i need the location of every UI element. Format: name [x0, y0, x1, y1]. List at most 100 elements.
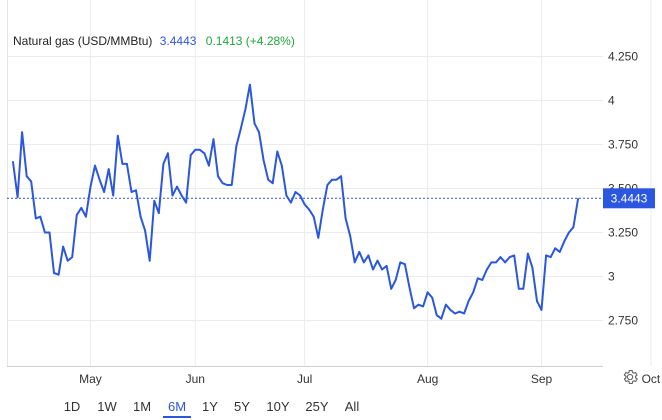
- range-button-1w[interactable]: 1W: [97, 399, 117, 414]
- data-point: [440, 317, 443, 320]
- gear-icon[interactable]: [621, 368, 639, 386]
- data-point: [171, 194, 174, 197]
- data-point: [271, 182, 274, 185]
- x-tick-label: May: [79, 372, 102, 386]
- range-button-1y[interactable]: 1Y: [202, 399, 218, 414]
- data-point: [212, 138, 215, 141]
- x-tick-label: Aug: [417, 372, 438, 386]
- data-point: [121, 163, 124, 165]
- data-point: [385, 265, 388, 267]
- data-point: [103, 191, 105, 193]
- data-point: [34, 217, 37, 220]
- last-value-badge-box: [603, 188, 655, 209]
- data-point: [57, 273, 60, 276]
- data-point: [12, 161, 14, 164]
- data-point: [294, 191, 297, 193]
- data-point: [176, 185, 178, 188]
- data-point: [435, 314, 438, 317]
- legend-last-value: 3.4443: [160, 34, 197, 48]
- y-tick-label: 3.750: [608, 138, 638, 152]
- data-point: [80, 207, 83, 209]
- data-point: [449, 309, 452, 311]
- data-point: [48, 231, 51, 234]
- range-button-25y[interactable]: 25Y: [305, 399, 329, 414]
- data-point: [44, 231, 46, 234]
- data-point: [417, 303, 420, 306]
- data-point: [112, 194, 115, 197]
- data-point: [299, 194, 301, 197]
- range-button-6m[interactable]: 6M: [163, 398, 191, 418]
- data-point: [208, 164, 210, 167]
- data-point: [317, 236, 320, 239]
- data-point: [353, 261, 356, 264]
- data-point: [116, 134, 119, 137]
- data-point: [467, 300, 470, 302]
- data-point: [276, 150, 279, 153]
- data-point: [517, 287, 520, 290]
- data-point: [572, 226, 575, 229]
- data-point: [303, 203, 306, 206]
- data-point: [321, 208, 324, 211]
- data-point: [153, 199, 156, 202]
- data-point: [376, 259, 379, 262]
- data-point: [531, 266, 534, 269]
- data-point: [130, 191, 133, 193]
- data-point: [545, 254, 547, 257]
- range-button-all[interactable]: All: [344, 399, 360, 414]
- series-line: [12, 83, 579, 320]
- last-value-badge: 3.4443: [603, 188, 655, 209]
- last-value-badge-text: 3.4443: [611, 191, 648, 205]
- x-tick-label: Jun: [186, 372, 205, 386]
- data-point: [499, 256, 502, 258]
- data-point: [344, 217, 347, 220]
- data-point: [454, 312, 456, 315]
- data-point: [490, 261, 493, 264]
- data-point: [463, 312, 465, 315]
- data-point: [185, 201, 188, 204]
- data-point: [472, 291, 475, 294]
- y-tick-label: 4.250: [608, 50, 638, 64]
- data-point: [508, 256, 511, 258]
- range-button-5y[interactable]: 5Y: [234, 399, 250, 414]
- y-tick-label: 2.750: [608, 314, 638, 328]
- data-point: [180, 194, 183, 197]
- data-point: [536, 300, 538, 302]
- data-point: [30, 180, 33, 183]
- data-point: [362, 261, 365, 264]
- data-point: [157, 212, 160, 215]
- data-point: [340, 175, 342, 178]
- range-button-10y[interactable]: 10Y: [266, 399, 290, 414]
- x-axis: May Jun Jul Aug Sep Oct: [79, 372, 661, 386]
- data-point: [21, 131, 23, 134]
- chart-title: Natural gas (USD/MMBtu): [13, 34, 152, 48]
- data-point: [253, 122, 256, 125]
- range-button-1m[interactable]: 1M: [132, 399, 152, 414]
- data-point: [258, 131, 260, 134]
- data-point: [235, 145, 238, 148]
- data-point: [372, 268, 374, 271]
- data-point: [504, 261, 506, 264]
- x-tick-label: Oct: [642, 372, 661, 386]
- data-point: [349, 235, 352, 237]
- data-point: [94, 164, 96, 167]
- data-point: [16, 196, 19, 199]
- data-point: [39, 215, 42, 218]
- data-point: [513, 254, 516, 257]
- data-point: [139, 215, 142, 218]
- data-point: [326, 184, 329, 186]
- data-point: [280, 164, 283, 167]
- x-tick-label: Jul: [297, 372, 312, 386]
- data-point: [312, 215, 315, 218]
- data-point: [335, 178, 338, 181]
- data-point: [194, 148, 197, 151]
- data-point: [244, 108, 247, 111]
- data-point: [290, 201, 292, 204]
- data-point: [481, 279, 484, 281]
- data-point: [135, 189, 137, 192]
- range-button-1d[interactable]: 1D: [63, 399, 81, 414]
- data-point: [486, 268, 488, 271]
- data-point: [285, 194, 288, 197]
- data-point: [558, 251, 561, 253]
- data-point: [221, 182, 224, 185]
